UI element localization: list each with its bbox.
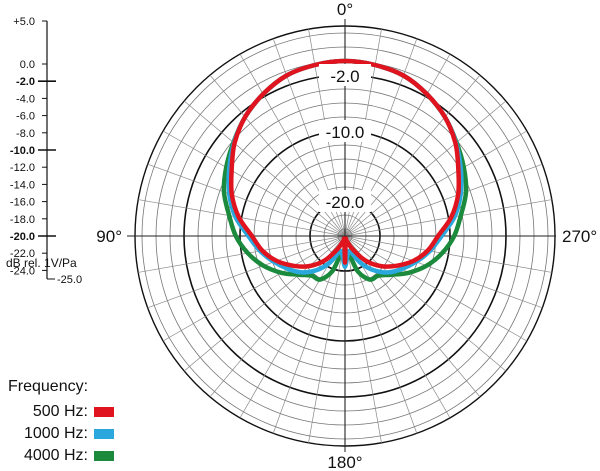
legend-label-4000hz: 4000 Hz:	[23, 447, 88, 464]
db-scale: +5.0 0.0 -2.0 -4.0 -6.0 -8.0 -10.0 -12.0 -14.0 -1…	[10, 16, 82, 286]
scale-tick-label: -18.0	[10, 214, 35, 226]
scale-tick-label: -22.0	[10, 248, 35, 260]
ring-label: -20.0	[326, 193, 365, 212]
series-line-1000hz	[226, 58, 464, 275]
grid-spoke	[162, 130, 346, 237]
legend-swatch-500hz	[94, 407, 114, 417]
legend-label-500hz: 500 Hz:	[32, 403, 88, 420]
grid-spoke	[344, 235, 382, 443]
ring-label-bg	[319, 120, 371, 142]
grid-spoke	[147, 235, 346, 309]
scale-tick-label: -24.0	[10, 265, 35, 277]
scale-tick-label: 0.0	[20, 59, 35, 71]
grid-spoke	[344, 130, 528, 237]
legend-item-500hz: 500 Hz:	[8, 403, 114, 425]
scale-tick-label: -12.0	[10, 162, 35, 174]
legend-swatch-1000hz	[94, 429, 114, 439]
grid-spoke	[344, 235, 552, 273]
scale-tick-label: -25.0	[57, 274, 82, 286]
angle-label-90: 90°	[96, 227, 122, 246]
legend-item-4000hz: 4000 Hz:	[8, 447, 114, 469]
legend-item-1000hz: 1000 Hz:	[8, 425, 114, 447]
scale-tick-label: -10.0	[10, 145, 35, 157]
grid-spoke	[308, 235, 346, 443]
grid-spoke	[344, 235, 507, 372]
grid-spoke	[183, 100, 346, 237]
scale-tick-label: -8.0	[16, 128, 35, 140]
scale-tick-label: -16.0	[10, 197, 35, 209]
grid-spoke	[344, 100, 507, 237]
ring-label: -10.0	[326, 123, 365, 142]
legend-title: Frequency:	[8, 378, 89, 395]
scale-unit-label: dB rel. 1V/Pa	[6, 256, 77, 270]
grid-spoke	[138, 235, 346, 273]
ring-label: -2.0	[330, 67, 359, 86]
legend-swatch-4000hz	[94, 451, 114, 461]
angle-label-270: 270°	[562, 227, 597, 246]
legend: Frequency: 500 Hz: 1000 Hz: 4000 Hz:	[8, 378, 114, 469]
grid-spoke	[183, 235, 346, 372]
scale-tick-label: -6.0	[16, 111, 35, 123]
grid-spoke	[344, 163, 543, 237]
grid-spoke	[162, 235, 346, 342]
grid-spoke	[147, 163, 346, 237]
scale-tick-label: -4.0	[16, 93, 35, 105]
scale-tick-label: -14.0	[10, 179, 35, 191]
series-line-500hz	[228, 58, 462, 269]
ring-label-bg	[319, 64, 371, 86]
ring-labels: -2.0 -10.0 -20.0	[319, 64, 371, 212]
scale-tick-label: +5.0	[13, 16, 35, 28]
legend-label-1000hz: 1000 Hz:	[23, 425, 88, 442]
scale-tick-label: -2.0	[16, 76, 35, 88]
grid-spoke	[344, 235, 543, 309]
angle-label-180: 180°	[327, 453, 362, 471]
angle-label-0: 0°	[337, 0, 353, 19]
grid-spoke	[344, 235, 528, 342]
ring-label-bg	[319, 190, 371, 212]
scale-tick-label: -20.0	[10, 231, 35, 243]
series-layer	[221, 58, 469, 282]
